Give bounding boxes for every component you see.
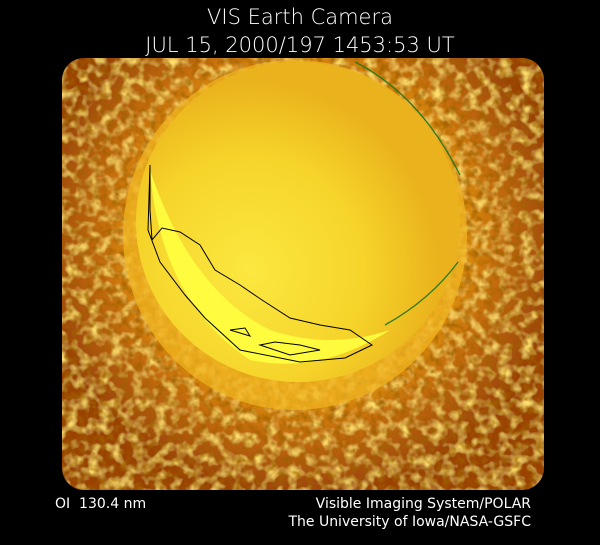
wavelength: OI 130.4 nm <box>55 496 146 512</box>
title: VIS Earth Camera <box>207 5 393 29</box>
timestamp: JUL 15, 2000/197 1453:53 UT <box>145 33 455 57</box>
coastline <box>147 164 373 363</box>
credit-line: The University of Iowa/NASA-GSFC <box>287 514 531 530</box>
auroral-oval <box>150 170 390 364</box>
terminator-outline <box>354 61 461 326</box>
coastline-islands <box>229 327 321 356</box>
camera-image <box>62 58 544 490</box>
earth-disk <box>136 62 460 382</box>
credit-line: Visible Imaging System/POLAR <box>316 496 532 512</box>
